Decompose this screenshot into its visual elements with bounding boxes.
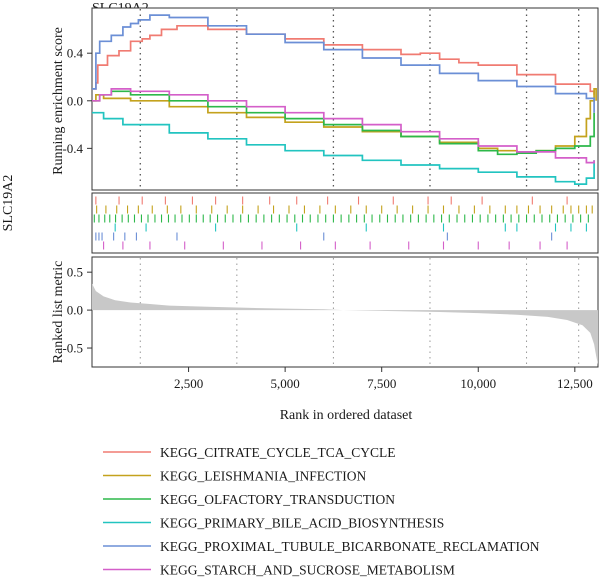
legend-label-3: KEGG_PRIMARY_BILE_ACID_BIOSYNTHESIS: [160, 516, 444, 531]
legend-label-5: KEGG_STARCH_AND_SUCROSE_METABOLISM: [160, 563, 455, 578]
ranked-y-tick-label: 0.5: [67, 265, 83, 280]
enrichment-line-4: [92, 14, 595, 113]
ranked-y-tick-label: -0.5: [62, 341, 83, 356]
x-tick-label: 10,000: [460, 376, 496, 391]
enrichment-panel: [91, 7, 599, 191]
x-tick-label: 12,500: [557, 376, 593, 391]
x-tick-label: 7,500: [367, 376, 396, 391]
ranked-axis-title: Ranked list metric: [51, 261, 66, 364]
enrichment-y-tick-label: 0.4: [67, 46, 84, 61]
x-axis-title: Rank in ordered dataset: [280, 408, 413, 423]
x-tick-label: 5,000: [271, 376, 300, 391]
hits-axis-title: SLC19A2: [1, 175, 16, 232]
enrichment-line-3: [92, 111, 595, 185]
enrichment-line-5: [92, 88, 595, 164]
x-tick-label: 2,500: [174, 376, 203, 391]
legend-label-1: KEGG_LEISHMANIA_INFECTION: [160, 469, 366, 484]
enrichment-y-tick-label: 0.0: [67, 93, 83, 108]
enrichment-y-tick-label: -0.4: [62, 141, 83, 156]
legend-label-4: KEGG_PROXIMAL_TUBULE_BICARBONATE_RECLAMA…: [160, 539, 540, 554]
enrichment-axis-title: Running enrichment score: [51, 27, 66, 175]
legend-label-2: KEGG_OLFACTORY_TRANSDUCTION: [160, 492, 395, 507]
legend-label-0: KEGG_CITRATE_CYCLE_TCA_CYCLE: [160, 445, 396, 460]
ranked-y-tick-label: 0.0: [67, 303, 83, 318]
hits-panel: [91, 192, 599, 254]
